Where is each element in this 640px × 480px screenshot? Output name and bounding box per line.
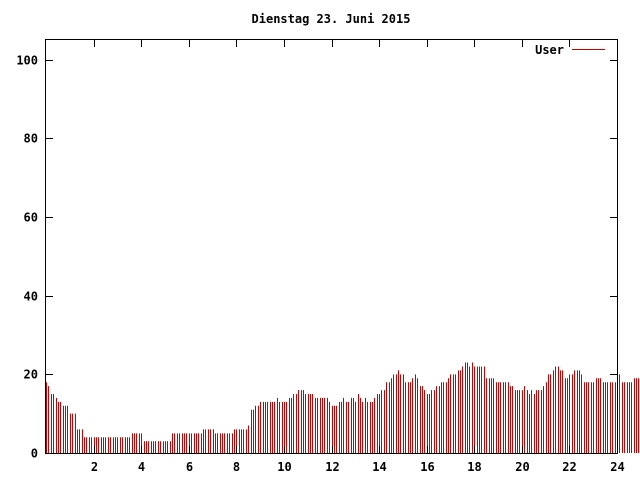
y-tick-label: 100 xyxy=(16,54,38,68)
legend: User xyxy=(535,43,605,57)
x-tick-label: 22 xyxy=(562,460,576,474)
x-tick-label: 18 xyxy=(467,460,481,474)
x-tick-label: 16 xyxy=(420,460,434,474)
x-tick-label: 8 xyxy=(233,460,240,474)
x-tick-label: 14 xyxy=(372,460,386,474)
y-tick-label: 20 xyxy=(24,368,38,382)
x-tick-label: 4 xyxy=(138,460,145,474)
x-tick-label: 12 xyxy=(325,460,339,474)
y-tick-label: 60 xyxy=(24,211,38,225)
x-tick-label: 2 xyxy=(91,460,98,474)
y-tick-label: 80 xyxy=(24,132,38,146)
x-tick-label: 10 xyxy=(277,460,291,474)
y-tick-label: 40 xyxy=(24,290,38,304)
bars-layer xyxy=(46,362,639,453)
plot-frame xyxy=(45,39,618,454)
y-tick-label: 0 xyxy=(31,447,38,461)
x-tick-label: 20 xyxy=(515,460,529,474)
chart-title: Dienstag 23. Juni 2015 xyxy=(252,12,411,26)
x-tick-label: 6 xyxy=(186,460,193,474)
x-tick-label: 24 xyxy=(610,460,624,474)
legend-label: User xyxy=(535,43,564,57)
